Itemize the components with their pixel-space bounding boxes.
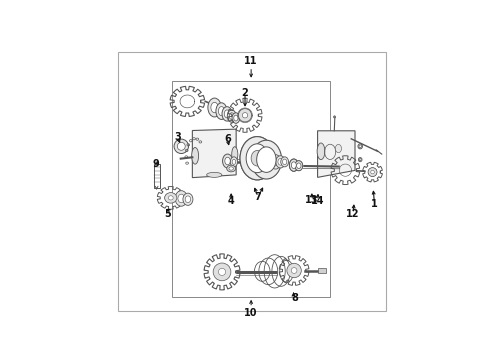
Ellipse shape xyxy=(175,191,187,206)
Ellipse shape xyxy=(334,116,336,118)
Ellipse shape xyxy=(371,170,374,174)
Ellipse shape xyxy=(292,162,296,168)
Ellipse shape xyxy=(168,196,173,200)
Ellipse shape xyxy=(276,156,285,168)
Ellipse shape xyxy=(165,193,177,203)
Text: 6: 6 xyxy=(224,134,231,144)
Ellipse shape xyxy=(270,155,281,169)
Ellipse shape xyxy=(185,196,191,203)
Ellipse shape xyxy=(257,147,276,172)
Ellipse shape xyxy=(192,148,198,164)
Polygon shape xyxy=(193,129,236,177)
Ellipse shape xyxy=(232,147,238,162)
Ellipse shape xyxy=(229,113,234,120)
Text: 3: 3 xyxy=(174,132,181,143)
Ellipse shape xyxy=(230,157,238,167)
Ellipse shape xyxy=(281,157,289,167)
Text: 12: 12 xyxy=(346,209,360,219)
Ellipse shape xyxy=(295,161,303,171)
Ellipse shape xyxy=(229,167,233,170)
Text: 8: 8 xyxy=(292,293,298,303)
Ellipse shape xyxy=(183,193,193,205)
Ellipse shape xyxy=(240,136,274,180)
Text: 7: 7 xyxy=(255,192,262,202)
Ellipse shape xyxy=(174,139,189,153)
Ellipse shape xyxy=(224,110,230,118)
Text: 14: 14 xyxy=(311,195,324,206)
Ellipse shape xyxy=(219,107,224,116)
Ellipse shape xyxy=(251,140,282,179)
Text: 1: 1 xyxy=(371,199,378,209)
Ellipse shape xyxy=(291,267,297,273)
Ellipse shape xyxy=(227,165,236,172)
Ellipse shape xyxy=(290,159,298,171)
Bar xyxy=(172,81,330,297)
Ellipse shape xyxy=(211,102,218,113)
Ellipse shape xyxy=(222,107,232,121)
Ellipse shape xyxy=(278,158,283,165)
Text: 10: 10 xyxy=(245,308,258,318)
Ellipse shape xyxy=(243,113,247,118)
Ellipse shape xyxy=(272,158,279,166)
Ellipse shape xyxy=(234,115,238,121)
Polygon shape xyxy=(318,131,355,177)
Ellipse shape xyxy=(225,157,230,165)
Ellipse shape xyxy=(368,168,377,176)
Ellipse shape xyxy=(232,113,240,123)
Ellipse shape xyxy=(296,163,301,168)
Ellipse shape xyxy=(287,263,301,278)
Text: 4: 4 xyxy=(228,196,235,206)
Ellipse shape xyxy=(207,172,222,177)
Ellipse shape xyxy=(246,144,269,173)
Ellipse shape xyxy=(290,159,298,171)
Bar xyxy=(153,163,160,188)
Ellipse shape xyxy=(240,136,274,180)
Bar xyxy=(318,268,326,273)
Ellipse shape xyxy=(222,154,233,168)
Text: 5: 5 xyxy=(164,209,171,219)
Ellipse shape xyxy=(227,110,236,122)
Ellipse shape xyxy=(335,144,342,153)
Ellipse shape xyxy=(232,159,236,164)
Ellipse shape xyxy=(240,136,274,180)
Ellipse shape xyxy=(317,143,325,159)
Ellipse shape xyxy=(208,98,221,117)
Text: 13: 13 xyxy=(305,195,318,205)
Text: 11: 11 xyxy=(245,56,258,66)
Ellipse shape xyxy=(177,142,185,150)
Ellipse shape xyxy=(216,103,227,120)
Text: 2: 2 xyxy=(242,88,248,98)
Ellipse shape xyxy=(238,109,252,122)
Ellipse shape xyxy=(295,161,303,171)
Ellipse shape xyxy=(219,268,225,275)
Ellipse shape xyxy=(283,159,287,165)
Ellipse shape xyxy=(178,194,185,203)
Text: 9: 9 xyxy=(153,159,160,169)
Ellipse shape xyxy=(251,150,263,166)
Ellipse shape xyxy=(213,263,231,281)
